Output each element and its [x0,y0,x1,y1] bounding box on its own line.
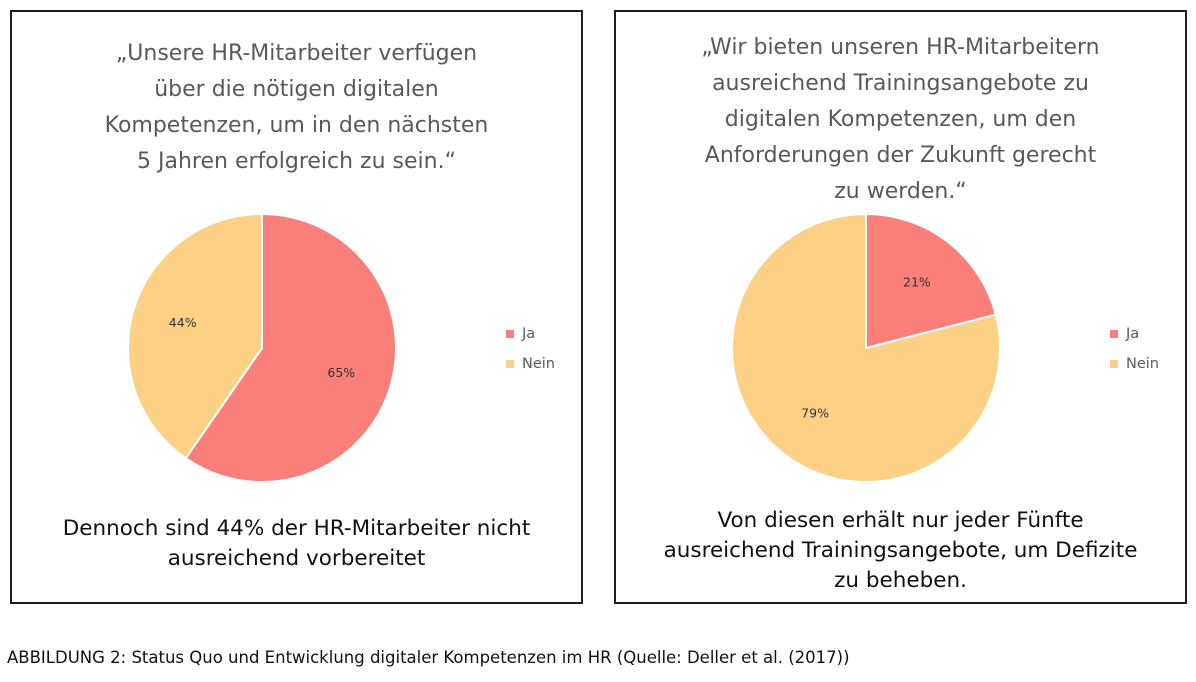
quote-text: „Wir bieten unseren HR-Mitarbeitern ausr… [701,35,1100,204]
slice-data-label: 79% [801,406,829,421]
chart-panel-left: „Unsere HR-Mitarbeiter verfügen über die… [10,10,583,604]
legend-label: Nein [522,356,555,372]
slice-data-label: 21% [903,274,931,289]
slice-data-label: 44% [169,315,197,330]
legend-item-nein: Nein [1110,349,1159,379]
pie-slice-nein [127,212,263,460]
legend: Ja Nein [1110,319,1159,379]
pie-chart-right: 21% 79% [731,212,1001,483]
summary-caption: Von diesen erhält nur jeder Fünfte ausre… [663,508,1138,593]
legend-swatch-ja [1110,330,1118,338]
pie-chart-left: 65% 44% [127,212,397,483]
legend-item-nein: Nein [506,349,555,379]
legend-label: Nein [1126,356,1159,372]
legend-swatch-ja [506,330,514,338]
slice-data-label: 65% [327,365,355,380]
pie-slice-ja [865,212,998,350]
pie-slice-nein [731,212,1001,483]
pie-slice-ja [184,212,397,483]
legend: Ja Nein [506,319,555,379]
legend-label: Ja [1126,326,1140,342]
summary-caption: Dennoch sind 44% der HR-Mitarbeiter nich… [62,516,531,571]
figure-caption: ABBILDUNG 2: Status Quo und Entwicklung … [7,648,850,667]
legend-swatch-nein [506,360,514,368]
legend-item-ja: Ja [506,319,555,349]
chart-panel-right: „Wir bieten unseren HR-Mitarbeitern ausr… [614,10,1187,604]
legend-label: Ja [522,326,536,342]
quote-text: „Unsere HR-Mitarbeiter verfügen über die… [104,41,489,174]
legend-swatch-nein [1110,360,1118,368]
legend-item-ja: Ja [1110,319,1159,349]
